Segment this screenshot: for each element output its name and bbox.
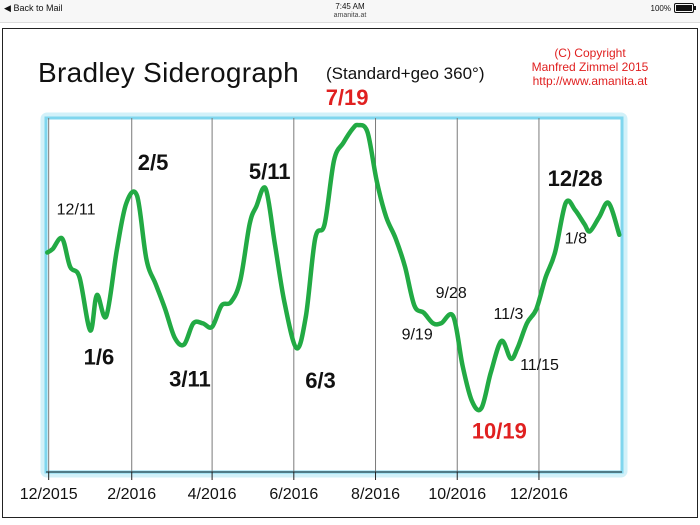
copyright-notice: (C) Copyright Manfred Zimmel 2015 http:/… — [520, 46, 660, 88]
page-url[interactable]: amanita.at — [333, 12, 367, 19]
battery-icon — [674, 3, 696, 13]
x-tick-label: 10/2016 — [428, 486, 486, 503]
copyright-url[interactable]: http://www.amanita.at — [532, 74, 648, 88]
annotation-label: 9/19 — [402, 326, 433, 343]
chart-subtitle: (Standard+geo 360°) — [326, 64, 485, 83]
series-line — [45, 122, 622, 413]
annotation-label: 12/28 — [548, 166, 603, 191]
annotation-label: 11/15 — [520, 357, 559, 374]
copyright-line: (C) Copyright — [554, 46, 626, 60]
annotation-label: 7/19 — [326, 85, 369, 110]
back-to-mail-button[interactable]: ◀ Back to Mail — [4, 3, 62, 14]
x-tick-label: 4/2016 — [188, 486, 237, 503]
x-tick-label: 8/2016 — [351, 486, 400, 503]
battery-indicator: 100% — [650, 3, 696, 13]
chevron-left-icon: ◀ — [4, 3, 11, 13]
x-tick-label: 12/2016 — [510, 486, 568, 503]
annotation-label: 1/6 — [84, 344, 115, 369]
back-label: Back to Mail — [13, 3, 63, 13]
annotation-label: 2/5 — [138, 150, 169, 175]
plot-border-glow — [40, 112, 628, 478]
annotation-label: 9/28 — [436, 285, 467, 302]
x-tick-label: 6/2016 — [269, 486, 318, 503]
battery-percent: 100% — [650, 3, 671, 13]
plot-border — [44, 116, 624, 474]
annotation-label: 5/11 — [249, 159, 291, 184]
annotation-label: 10/19 — [472, 418, 527, 443]
annotation-label: 6/3 — [305, 368, 336, 393]
x-tick-label: 2/2016 — [107, 486, 156, 503]
annotation-label: 11/3 — [493, 306, 523, 323]
annotation-label: 1/8 — [565, 230, 587, 247]
annotation-label: 3/11 — [169, 367, 211, 392]
chart-title: Bradley Siderograph — [38, 57, 299, 88]
status-time: 7:45 AM — [335, 2, 365, 11]
x-tick-label: 12/2015 — [20, 486, 78, 503]
copyright-author: Manfred Zimmel 2015 — [531, 60, 649, 74]
status-bar: ◀ Back to Mail 7:45 AM amanita.at 100% — [0, 0, 700, 23]
annotation-label: 12/11 — [57, 201, 96, 218]
